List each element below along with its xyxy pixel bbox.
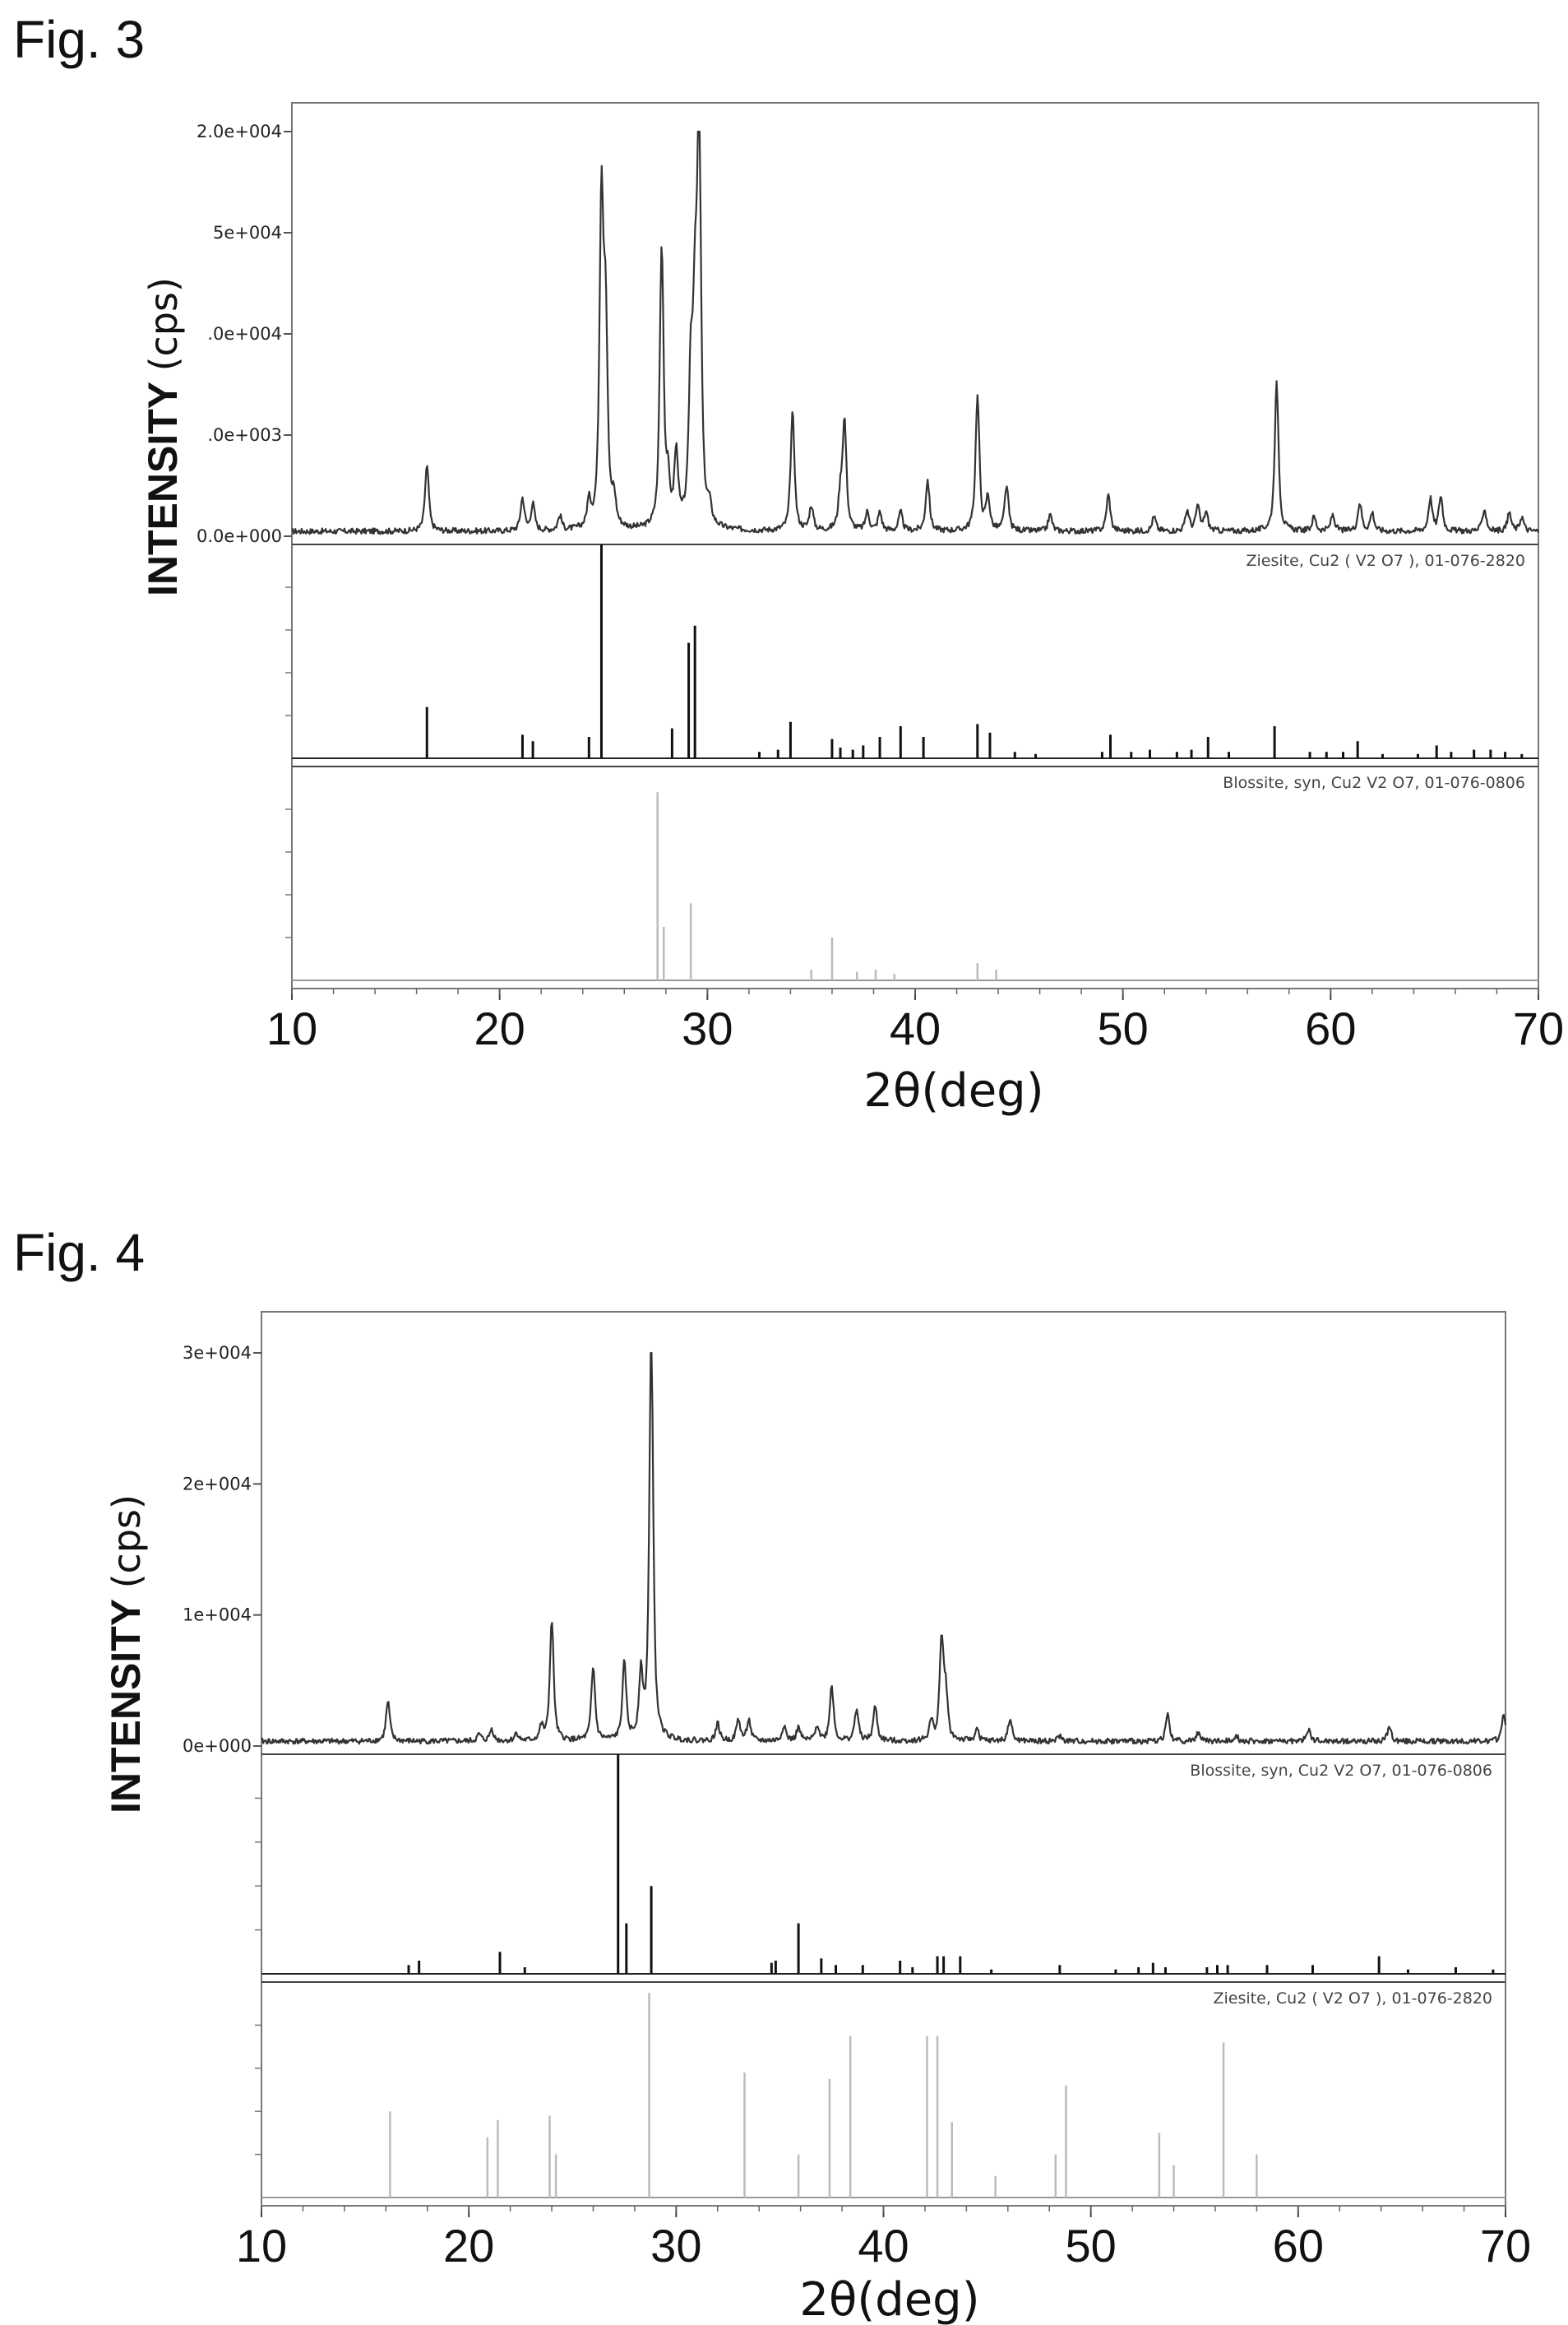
fig3-x-tick-label: 10 [266,1003,317,1054]
fig4-y-axis-label: INTENSITY [103,1599,149,1813]
fig3-minor-ticks [285,586,292,938]
fig4-y-tick-label: 0e+000 [183,1736,252,1756]
fig3-x-tick-label: 40 [890,1003,941,1054]
fig4-x-tick-label: 60 [1273,2220,1324,2272]
fig4-x-tick-label: 10 [236,2220,287,2272]
fig4-x-tick-label: 30 [650,2220,701,2272]
fig4-plot-frame [261,1311,1506,2207]
fig4-y-axis-label-group: INTENSITY (cps) [103,1494,149,1813]
fig4-x-tick-label: 50 [1066,2220,1117,2272]
fig3-x-tick-label: 30 [682,1003,733,1054]
fig4-minor-ticks [255,1797,261,2156]
fig3-plot-frame [291,102,1539,989]
figure-4-label: Fig. 4 [13,1223,145,1282]
fig3-reference-blossite-lines [292,792,1538,981]
fig3-y-axis-label-group: INTENSITY (cps) [140,277,186,596]
fig4-y-tick-label: 2e+004 [183,1474,252,1494]
fig3-y-ticks: 0.0e+000 .0e+003 .0e+004 5e+004 2.0e+004 [197,122,292,546]
fig4-reference-ziesite-label: Ziesite, Cu2 ( V2 O7 ), 01-076-2820 [1214,1989,1492,2008]
fig3-x-tick-label: 20 [474,1003,525,1054]
fig3-x-tick-label: 60 [1305,1003,1356,1054]
fig3-x-ticks: 10 20 30 40 50 60 70 [266,989,1564,1054]
fig3-x-tick-label: 70 [1513,1003,1564,1054]
figure-3: Fig. 3 0.0e+000 .0e+003 .0e+004 5e+004 2.0e+… [13,10,1564,1118]
fig3-y-tick-label: .0e+003 [207,425,282,445]
fig3-y-tick-label: 5e+004 [213,223,282,243]
fig4-reference-blossite-label: Blossite, syn, Cu2 V2 O7, 01-076-0806 [1190,1762,1492,1780]
fig4-reference-ziesite-lines [261,1993,1506,2198]
svg-text:INTENSITY (cps): INTENSITY (cps) [103,1494,149,1813]
figure-4: Fig. 4 0e+000 1e+004 2e+004 3e+004 Blossite… [13,1223,1531,2325]
fig3-y-tick-label: 2.0e+004 [197,122,282,141]
fig4-x-tick-label: 40 [858,2220,909,2272]
fig3-reference-blossite-label: Blossite, syn, Cu2 V2 O7, 01-076-0806 [1223,774,1525,792]
fig4-measured-pattern [261,1351,1507,1745]
fig3-y-tick-label: 0.0e+000 [197,526,282,546]
fig4-reference-blossite-lines [261,1754,1506,1975]
fig3-x-tick-label: 50 [1098,1003,1149,1054]
fig4-y-ticks: 0e+000 1e+004 2e+004 3e+004 [183,1343,261,1756]
fig3-reference-ziesite-label: Ziesite, Cu2 ( V2 O7 ), 01-076-2820 [1247,552,1525,570]
fig3-y-axis-label: INTENSITY [140,382,186,596]
fig3-x-axis-label: 2θ(deg) [863,1064,1043,1118]
fig4-x-ticks: 10 20 30 40 50 60 70 [236,2206,1531,2272]
fig3-y-tick-label: .0e+004 [207,324,282,344]
fig4-y-axis-unit: (cps) [104,1494,149,1588]
fig4-x-axis-label: 2θ(deg) [799,2273,979,2325]
fig4-x-tick-label: 70 [1480,2220,1531,2272]
fig4-y-tick-label: 3e+004 [183,1343,252,1363]
fig3-y-axis-unit: (cps) [141,277,186,371]
svg-text:INTENSITY (cps): INTENSITY (cps) [140,277,186,596]
fig4-y-tick-label: 1e+004 [183,1605,252,1625]
fig3-reference-ziesite-lines [292,544,1538,759]
figure-3-label: Fig. 3 [13,10,145,69]
fig4-x-tick-label: 20 [443,2220,494,2272]
fig3-measured-pattern [291,130,1540,535]
